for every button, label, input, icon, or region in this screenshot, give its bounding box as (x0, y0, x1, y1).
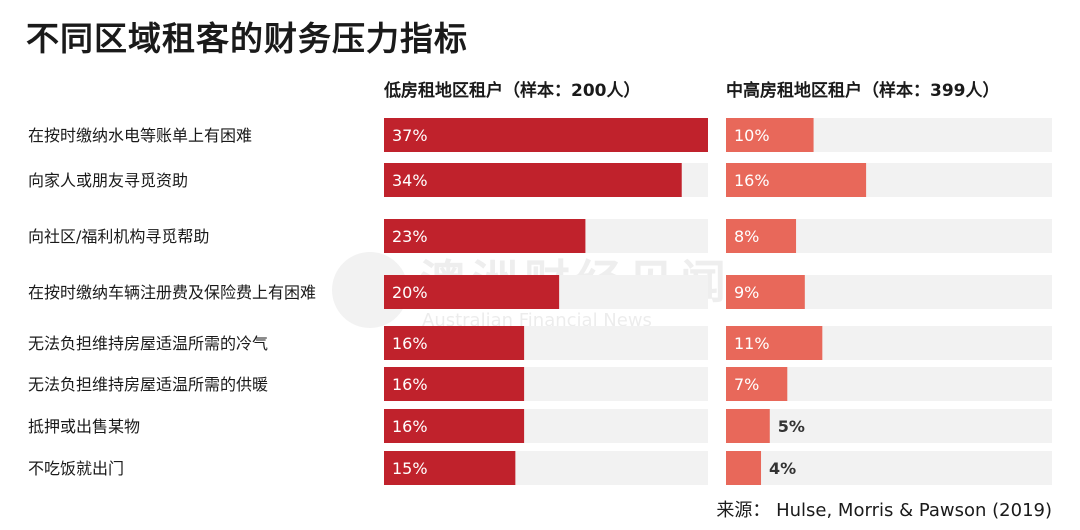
bar (726, 451, 762, 485)
bar (726, 326, 823, 360)
category-label: 在按时缴纳车辆注册费及保险费上有困难 (28, 283, 316, 302)
data-label: 11% (734, 334, 770, 353)
watermark-subtext: Australian Financial News (422, 310, 652, 331)
category-label: 无法负担维持房屋适温所需的冷气 (28, 334, 268, 353)
bar (384, 409, 525, 443)
data-label: 10% (734, 126, 770, 145)
bar-track (726, 409, 1052, 443)
series-header-low-rent: 低房租地区租户（样本：200人） (384, 81, 641, 101)
series-header-mid-high-rent: 中高房租地区租户（样本：399人） (726, 81, 1000, 101)
data-label: 23% (392, 227, 428, 246)
data-label: 16% (734, 171, 770, 190)
bar (384, 451, 516, 485)
category-label: 向家人或朋友寻觅资助 (28, 171, 188, 190)
bar (726, 219, 797, 253)
source-note: 来源： Hulse, Morris & Pawson (2019) (716, 500, 1052, 521)
bar (384, 367, 525, 401)
data-label: 34% (392, 171, 428, 190)
data-label: 16% (392, 375, 428, 394)
bar (726, 118, 814, 152)
bar (384, 163, 682, 197)
bar (726, 275, 805, 309)
category-label: 无法负担维持房屋适温所需的供暖 (28, 375, 268, 394)
category-label: 抵押或出售某物 (28, 417, 140, 436)
data-label: 4% (769, 459, 796, 478)
bar (384, 219, 586, 253)
data-label: 7% (734, 375, 759, 394)
data-label: 16% (392, 417, 428, 436)
chart-title: 不同区域租客的财务压力指标 (26, 19, 468, 58)
bar (726, 367, 788, 401)
data-label: 9% (734, 283, 759, 302)
data-label: 5% (778, 417, 805, 436)
bar (384, 118, 708, 152)
bar-track (726, 451, 1052, 485)
bar (384, 326, 525, 360)
data-label: 37% (392, 126, 428, 145)
bar (726, 409, 770, 443)
data-label: 15% (392, 459, 428, 478)
category-label: 不吃饭就出门 (28, 459, 124, 478)
bar (384, 275, 560, 309)
bar (726, 163, 867, 197)
category-label: 在按时缴纳水电等账单上有困难 (28, 126, 252, 145)
category-label: 向社区/福利机构寻觅帮助 (28, 227, 209, 246)
data-label: 8% (734, 227, 759, 246)
data-label: 16% (392, 334, 428, 353)
data-label: 20% (392, 283, 428, 302)
